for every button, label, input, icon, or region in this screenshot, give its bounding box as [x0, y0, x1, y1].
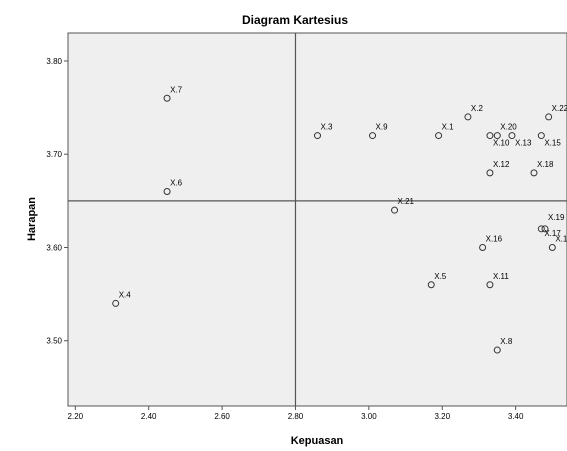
point-label: X.19	[548, 213, 565, 222]
point-label: X.11	[493, 272, 509, 281]
data-point	[391, 206, 399, 214]
point-label: X.10	[493, 139, 510, 148]
point-label: X.7	[170, 85, 183, 94]
data-point	[112, 299, 120, 307]
data-point	[427, 281, 435, 289]
point-label: X.15	[544, 139, 561, 148]
data-point	[486, 169, 494, 177]
x-tick-label: 2.60	[214, 412, 230, 421]
data-point	[435, 132, 443, 140]
y-tick-label: 3.80	[46, 57, 62, 66]
data-point	[493, 132, 501, 140]
data-point	[464, 113, 472, 121]
x-tick-label: 3.40	[508, 412, 524, 421]
point-label: X.22	[552, 104, 567, 113]
y-tick-label: 3.60	[46, 243, 62, 252]
data-point	[479, 243, 487, 251]
y-tick-label: 3.50	[46, 337, 62, 346]
chart-title: Diagram Kartesius	[242, 13, 348, 27]
point-label: X.2	[471, 104, 484, 113]
y-tick-label: 3.70	[46, 150, 62, 159]
axis-ticks: 2.20 2.40 2.60 2.80 3.00 3.20 3.40 3.50 3.60 3.70…	[46, 57, 524, 421]
point-label: X.18	[537, 160, 554, 169]
point-label: X.16	[486, 234, 503, 243]
point-label: X.1	[442, 123, 455, 132]
x-tick-label: 3.00	[361, 412, 377, 421]
point-label: X.6	[170, 179, 183, 188]
point-label: X.21	[398, 197, 415, 206]
x-axis-label: Kepuasan	[291, 435, 344, 447]
data-point	[486, 281, 494, 289]
data-point	[537, 225, 545, 233]
x-tick-label: 2.20	[68, 412, 84, 421]
data-point	[508, 132, 516, 140]
point-label: X.5	[434, 272, 447, 281]
point-label: X.3	[321, 123, 334, 132]
data-point	[163, 94, 171, 102]
point-label: X.12	[493, 160, 510, 169]
point-label: X.17	[544, 229, 561, 238]
data-point	[314, 132, 321, 140]
x-tick-label: 2.80	[288, 412, 304, 421]
data-point	[486, 132, 494, 140]
data-point	[548, 243, 556, 251]
point-label: X.1	[555, 234, 567, 243]
point-label: X.20	[500, 123, 517, 132]
point-label: X.13	[515, 139, 532, 148]
y-axis-label: Harapan	[26, 197, 38, 241]
data-point	[493, 346, 501, 354]
data-point	[545, 113, 553, 121]
plot-area	[67, 32, 567, 407]
x-tick-label: 3.20	[434, 412, 450, 421]
data-point	[541, 225, 549, 233]
reference-lines	[68, 33, 567, 406]
data-point	[537, 132, 545, 140]
point-label: X.8	[500, 337, 513, 346]
data-point	[163, 188, 171, 196]
point-label: X.4	[119, 290, 132, 299]
data-points: X.7 X.6 X.4 X.3 X.9 X.1 X.2 X.20 X.10 X.13 X.15 X.2…	[112, 85, 567, 354]
x-tick-label: 2.40	[141, 412, 157, 421]
point-label: X.9	[376, 123, 389, 132]
data-point	[369, 132, 377, 140]
data-point	[530, 169, 538, 177]
